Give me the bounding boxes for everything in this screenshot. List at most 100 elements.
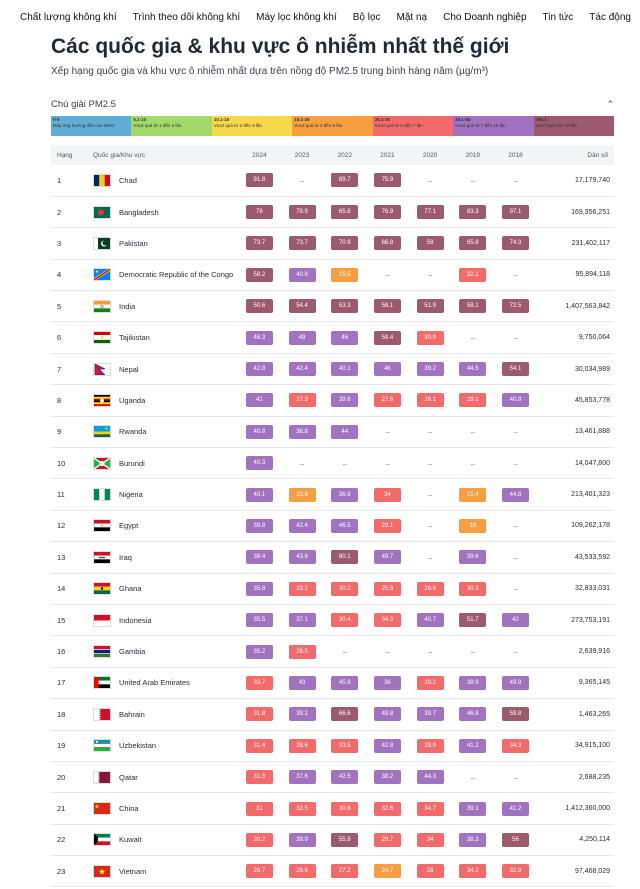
table-row[interactable]: 9 Rwanda 40.8 36.8 44 -- -- -- -- 13,461,888 <box>51 416 614 448</box>
country-name[interactable]: Chad <box>119 175 137 185</box>
kuwait-flag-icon <box>93 833 111 847</box>
nav-link-1[interactable]: Trình theo dõi không khí <box>132 11 241 23</box>
population-cell: 1,407,563,842 <box>565 302 610 310</box>
year-value-cell: 42.4 <box>281 353 324 384</box>
country-name[interactable]: Pakistan <box>119 238 148 248</box>
column-header-5[interactable]: 2021 <box>380 151 395 159</box>
column-header-3[interactable]: 2023 <box>294 151 310 159</box>
country-cell[interactable]: Rwanda <box>87 416 238 447</box>
table-row[interactable]: 18 Bahrain 31.8 39.2 66.6 49.8 39.7 46.8 59.8 1,4… <box>51 699 614 731</box>
chevron-up-icon[interactable]: ⌃ <box>606 99 614 109</box>
column-header-7[interactable]: 2019 <box>465 151 481 159</box>
country-name[interactable]: Gambia <box>119 647 146 657</box>
table-row[interactable]: 13 Iraq 38.4 43.8 80.1 49.7 -- 39.6 -- 43,533,592 <box>51 542 614 574</box>
table-row[interactable]: 6 Tajikistan 46.3 49 46 59.4 30.9 -- -- 9,750,064 <box>51 322 614 354</box>
table-row[interactable]: 12 Egypt 39.8 42.4 46.5 29.1 -- 18 -- 109,262,178 <box>51 510 614 542</box>
table-row[interactable]: 20 Qatar 31.3 37.6 42.5 38.2 44.3 -- -- 2,688,235 <box>51 761 614 793</box>
table-row[interactable]: 23 Vietnam 28.7 29.6 27.2 24.7 28 34.1 32.9 97,46… <box>51 856 614 887</box>
pm25-badge: 65.8 <box>331 205 359 220</box>
country-cell[interactable]: Iraq <box>87 542 238 573</box>
column-header-4[interactable]: 2022 <box>337 151 352 159</box>
country-name[interactable]: Bangladesh <box>119 207 159 217</box>
column-header-2[interactable]: 2024 <box>252 151 267 159</box>
country-cell[interactable]: China <box>87 793 238 824</box>
country-cell[interactable]: Kuwait <box>87 824 238 855</box>
table-row[interactable]: 19 Uzbekistan 31.4 28.6 33.5 42.8 29.9 41.2 34.3… <box>51 730 614 762</box>
country-cell[interactable]: Indonesia <box>87 604 238 635</box>
country-name[interactable]: Indonesia <box>119 615 152 625</box>
table-row[interactable]: 3 Pakistan 73.7 73.7 70.9 66.8 59 65.8 74.3 231,4… <box>51 228 614 260</box>
country-name[interactable]: India <box>119 301 136 311</box>
country-name[interactable]: Uganda <box>119 395 146 405</box>
nav-link-6[interactable]: Tin tức <box>542 11 574 23</box>
pm25-badge: 43 <box>288 675 316 690</box>
country-name[interactable]: Bahrain <box>119 709 145 719</box>
country-name[interactable]: Kuwait <box>119 835 142 845</box>
country-cell[interactable]: Nepal <box>87 353 238 384</box>
country-name[interactable]: China <box>119 804 139 813</box>
country-name[interactable]: Burundi <box>119 458 145 468</box>
country-name[interactable]: Ghana <box>119 584 142 594</box>
country-name[interactable]: Nigeria <box>119 490 143 500</box>
year-value-cell: 39.6 <box>451 542 494 573</box>
pm25-badge: 44.3 <box>416 770 444 785</box>
chad-flag-icon <box>93 173 111 187</box>
country-cell[interactable]: India <box>87 291 238 322</box>
country-name[interactable]: Tajikistan <box>119 333 150 343</box>
column-header-6[interactable]: 2020 <box>422 151 438 159</box>
table-row[interactable]: 10 Burundi 40.3 -- -- -- -- -- -- 14,047,800 <box>51 448 614 479</box>
table-row[interactable]: 4 Democratic Republic of the Congo 58.2 40.… <box>51 259 614 291</box>
column-header-8[interactable]: 2018 <box>508 151 523 159</box>
country-cell[interactable]: Qatar <box>87 761 238 792</box>
country-name[interactable]: United Arab Emirates <box>119 678 190 688</box>
legend-range: 0-5 <box>53 117 60 122</box>
table-row[interactable]: 21 China 31 32.5 30.6 32.6 34.7 39.1 41.2 1,412,3… <box>51 793 614 825</box>
country-cell[interactable]: Uganda <box>87 385 238 416</box>
country-cell[interactable]: Bangladesh <box>87 196 238 227</box>
nav-link-2[interactable]: Máy lọc không khí <box>256 11 337 23</box>
country-name[interactable]: Nepal <box>119 364 139 374</box>
country-cell[interactable]: Nigeria <box>87 479 238 510</box>
table-row[interactable]: 1 Chad 91.8 -- 89.7 75.9 -- -- -- 17,179,740 <box>51 165 614 197</box>
country-name[interactable]: Democratic Republic of the Congo <box>119 270 234 280</box>
country-name[interactable]: Qatar <box>119 772 138 782</box>
table-row[interactable]: 7 Nepal 42.8 42.4 40.1 46 39.2 44.5 54.1 30,034,9… <box>51 353 614 385</box>
pm25-badge: 34.1 <box>459 864 487 879</box>
nav-link-5[interactable]: Cho Doanh nghiệp <box>443 11 527 23</box>
table-row[interactable]: 16 Gambia 35.2 28.5 -- -- -- -- -- 2,639,916 <box>51 636 614 668</box>
country-cell[interactable]: Gambia <box>87 636 238 667</box>
country-name[interactable]: Egypt <box>119 521 139 531</box>
nav-link-0[interactable]: Chất lượng không khí <box>20 11 117 23</box>
country-name[interactable]: Iraq <box>119 552 132 562</box>
table-row[interactable]: 2 Bangladesh 78 79.9 65.8 76.9 77.1 83.3 97.1 169… <box>51 196 614 228</box>
legend-header[interactable]: Chú giải PM2.5 ⌃ <box>51 99 614 110</box>
country-cell[interactable]: Democratic Republic of the Congo <box>87 259 238 290</box>
table-row[interactable]: 8 Uganda 41 27.3 39.6 27.6 26.1 29.1 40.8 45,853,… <box>51 385 614 417</box>
table-row[interactable]: 5 India 50.6 54.4 53.3 58.1 51.9 58.1 72.5 1,407,… <box>51 291 614 322</box>
year-value-cell: -- <box>366 416 409 447</box>
burundi-flag-icon <box>93 456 111 470</box>
nav-link-3[interactable]: Bộ lọc <box>352 11 381 23</box>
country-cell[interactable]: Uzbekistan <box>87 730 238 761</box>
country-cell[interactable]: Pakistan <box>87 228 238 259</box>
country-cell[interactable]: Ghana <box>87 573 238 604</box>
country-name[interactable]: Uzbekistan <box>119 741 157 751</box>
country-cell[interactable]: Chad <box>87 165 238 196</box>
country-cell[interactable]: Bahrain <box>87 699 238 730</box>
table-row[interactable]: 17 United Arab Emirates 33.7 43 45.9 36 29.2 38… <box>51 667 614 699</box>
table-row[interactable]: 11 Nigeria 40.1 23.9 36.9 34 -- 21.4 44.8 213,401… <box>51 479 614 511</box>
country-cell[interactable]: Burundi <box>87 448 238 479</box>
nav-link-4[interactable]: Mặt nạ <box>396 11 428 23</box>
nav-link-7[interactable]: Tác động <box>589 11 631 23</box>
country-cell[interactable]: United Arab Emirates <box>87 667 238 698</box>
country-cell[interactable]: Vietnam <box>87 856 238 887</box>
table-row[interactable]: 22 Kuwait 30.2 39.9 55.8 29.7 34 38.3 56 4,250,11… <box>51 824 614 856</box>
pm25-badge: 34.7 <box>416 801 444 816</box>
table-row[interactable]: 15 Indonesia 35.5 37.1 30.4 34.3 40.7 51.7 42 273… <box>51 604 614 636</box>
pm25-badge: 53.3 <box>331 299 359 314</box>
country-name[interactable]: Rwanda <box>119 427 147 437</box>
table-row[interactable]: 14 Ghana 35.8 33.2 30.2 25.9 26.9 30.3 -- 32,833,… <box>51 573 614 605</box>
country-cell[interactable]: Egypt <box>87 510 238 541</box>
country-name[interactable]: Vietnam <box>119 866 147 876</box>
country-cell[interactable]: Tajikistan <box>87 322 238 353</box>
